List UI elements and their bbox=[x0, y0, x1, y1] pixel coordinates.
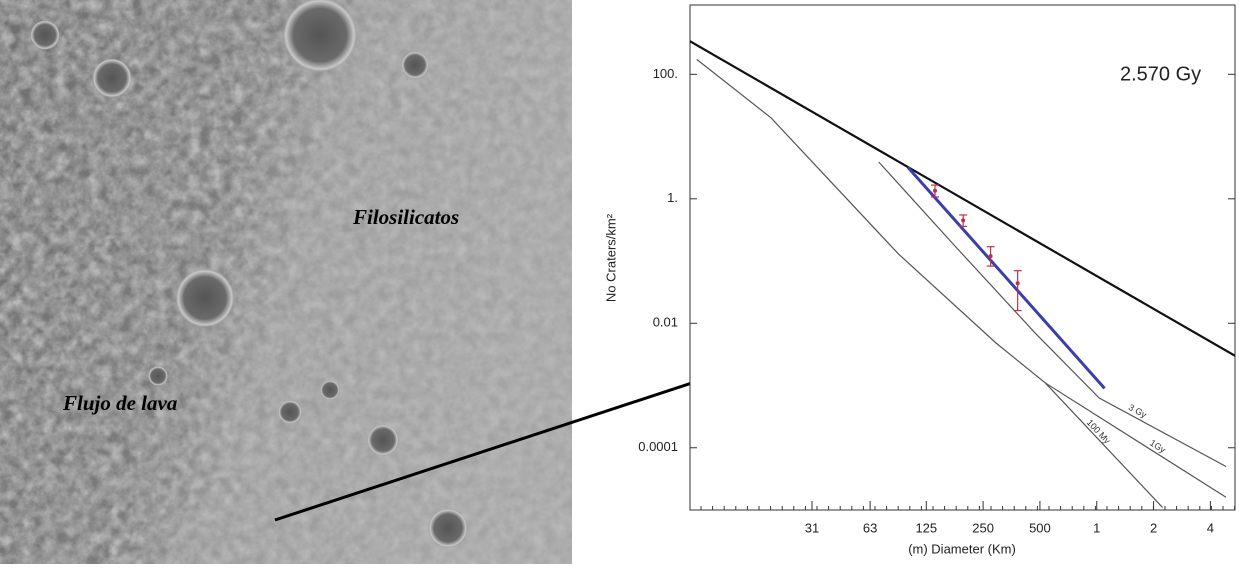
data-point bbox=[932, 188, 937, 193]
x-axis-label: (m) Diameter (Km) bbox=[908, 541, 1016, 556]
image-label: Flujo de lava bbox=[62, 391, 177, 415]
y-tick-label: 0.01 bbox=[653, 315, 678, 330]
fit-line bbox=[906, 166, 1106, 390]
plot-frame bbox=[689, 4, 1236, 511]
data-point bbox=[1015, 281, 1020, 286]
x-tick-label: 4 bbox=[1207, 520, 1214, 535]
y-tick-label: 100. bbox=[653, 66, 678, 81]
x-tick-label: 1 bbox=[1093, 520, 1100, 535]
mars-image: Filosilicatos Flujo de lava bbox=[0, 0, 572, 564]
x-tick-label: 63 bbox=[863, 520, 877, 535]
y-tick-label: 1. bbox=[667, 190, 678, 205]
isochron-line bbox=[690, 40, 1235, 357]
annotation: 2.570 Gy bbox=[1120, 63, 1201, 85]
x-tick-label: 250 bbox=[972, 520, 994, 535]
model-curve bbox=[878, 161, 1227, 468]
x-tick-label: 2 bbox=[1150, 520, 1157, 535]
x-tick-label: 125 bbox=[915, 520, 937, 535]
y-tick-label: 0.0001 bbox=[638, 439, 678, 454]
image-label: Filosilicatos bbox=[352, 205, 459, 229]
x-tick-label: 31 bbox=[805, 520, 819, 535]
y-axis-label: No Craters/km² bbox=[603, 213, 618, 302]
model-curve bbox=[1044, 382, 1163, 508]
model-curve bbox=[696, 58, 1227, 498]
data-point bbox=[961, 218, 966, 223]
x-tick-label: 500 bbox=[1029, 520, 1051, 535]
data-point bbox=[988, 254, 993, 259]
